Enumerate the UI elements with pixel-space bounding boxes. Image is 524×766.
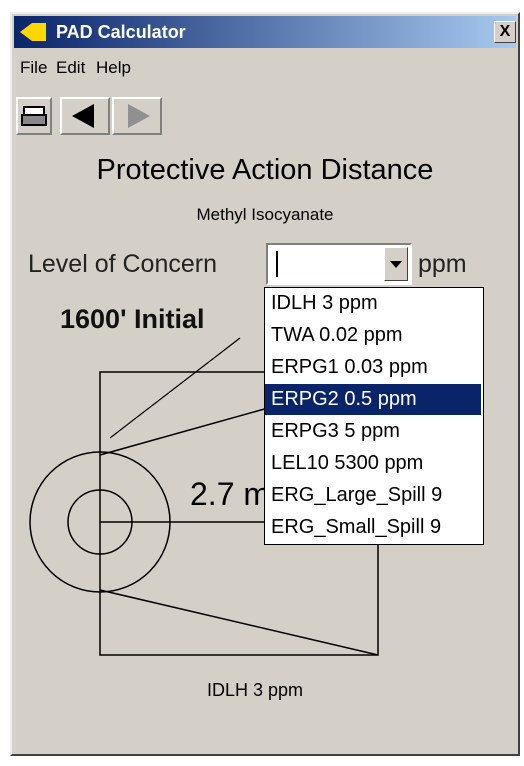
dropdown-list: IDLH 3 ppm TWA 0.02 ppm ERPG1 0.03 ppm E… [264, 287, 484, 545]
list-item[interactable]: TWA 0.02 ppm [265, 320, 481, 351]
list-item-selected[interactable]: ERPG2 0.5 ppm [265, 384, 481, 415]
list-item[interactable]: IDLH 3 ppm [265, 288, 481, 319]
page: PAD Calculator X File Edit Help Protecti… [0, 0, 524, 766]
list-item[interactable]: LEL10 5300 ppm [265, 448, 481, 479]
list-item[interactable]: ERG_Small_Spill 9 [265, 512, 481, 543]
caption: IDLH 3 ppm [10, 680, 500, 701]
list-item[interactable]: ERPG1 0.03 ppm [265, 352, 481, 383]
list-item[interactable]: ERPG3 5 ppm [265, 416, 481, 447]
list-item[interactable]: ERG_Large_Spill 9 [265, 480, 481, 511]
